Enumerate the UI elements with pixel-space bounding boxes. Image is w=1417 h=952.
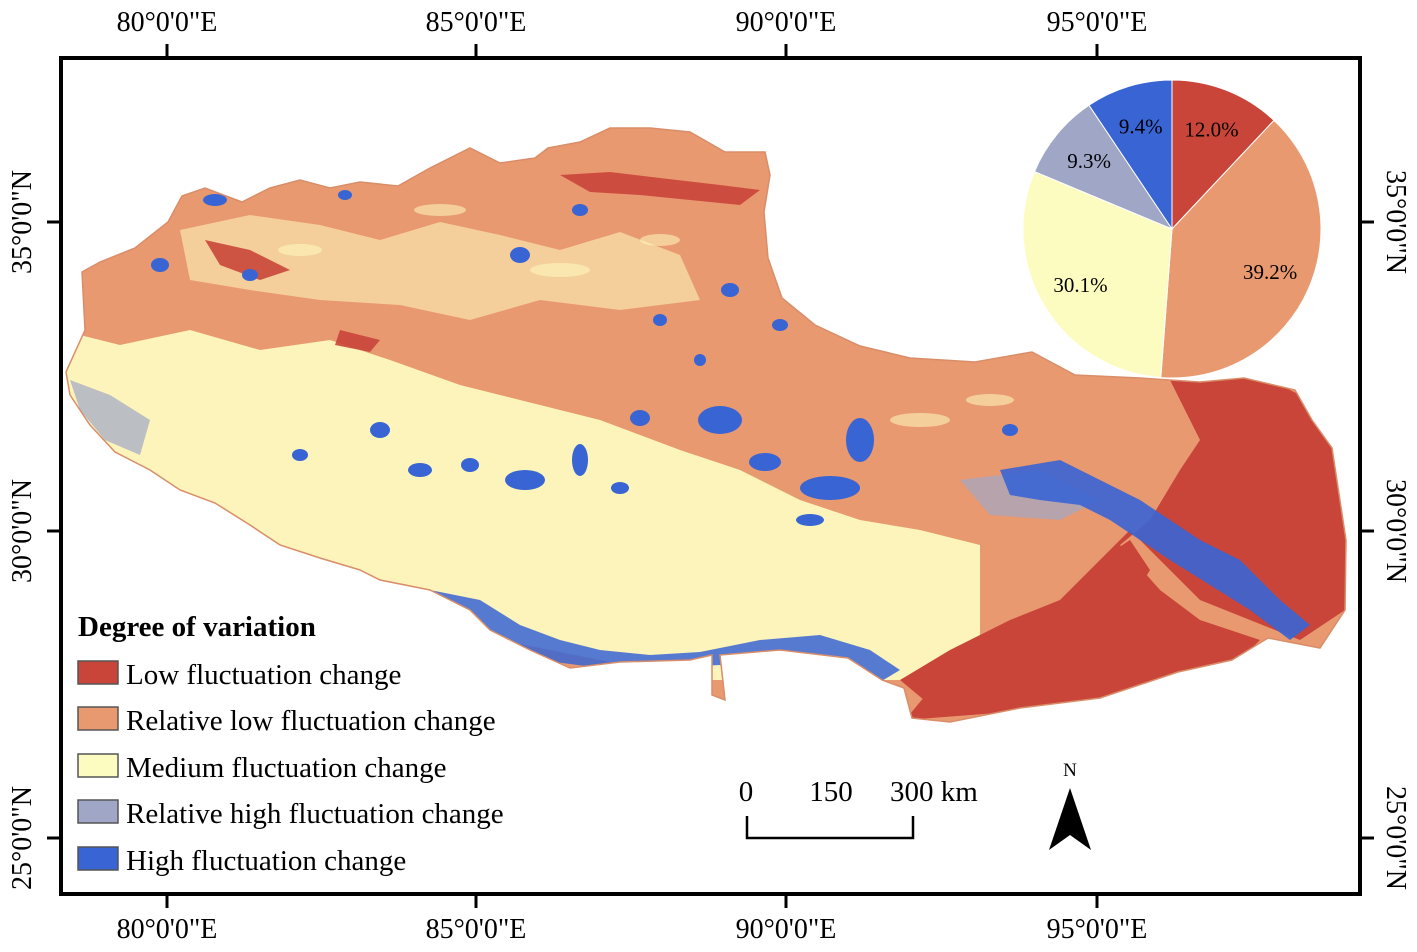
scale-label-150: 150	[809, 776, 853, 808]
legend-label: Relative low fluctuation change	[126, 705, 496, 737]
pie-chart: 12.0% 39.2% 30.1% 9.3% 9.4%	[1022, 79, 1322, 379]
legend: Degree of variation Low fluctuation chan…	[77, 611, 504, 877]
zone-medium-north	[180, 215, 700, 320]
pie-slice	[1160, 119, 1322, 379]
legend-label: High fluctuation change	[126, 845, 406, 877]
legend-label: Relative high fluctuation change	[126, 798, 504, 830]
scale-label-0: 0	[739, 776, 754, 808]
lon-label-bottom: 85°0'0"E	[426, 914, 527, 945]
legend-label: Medium fluctuation change	[126, 752, 447, 784]
lat-label-left: 25°0'0"N	[7, 786, 38, 890]
pie-slice-label: 30.1%	[1053, 273, 1107, 297]
legend-item: Relative high fluctuation change	[77, 798, 504, 830]
lat-label-right: 25°0'0"N	[1380, 786, 1411, 890]
lat-label-right: 30°0'0"N	[1380, 479, 1411, 583]
zone-low-southeast	[905, 375, 1346, 720]
lon-label-bottom: 95°0'0"E	[1047, 914, 1148, 945]
pie-slice	[1171, 79, 1275, 231]
pie-slice	[1033, 104, 1174, 231]
lon-label-bottom: 90°0'0"E	[736, 914, 837, 945]
zone-high-southeast-band	[1000, 460, 1310, 640]
pie-slice-label: 39.2%	[1243, 260, 1297, 284]
lon-label-top: 90°0'0"E	[736, 7, 837, 38]
legend-swatch	[77, 753, 119, 778]
latitude-labels-right: 35°0'0"N 30°0'0"N 25°0'0"N	[1380, 170, 1411, 890]
lon-label-top: 80°0'0"E	[117, 7, 218, 38]
legend-item: Low fluctuation change	[77, 659, 401, 691]
texture-speckle	[278, 204, 1014, 427]
zone-relative-high	[70, 380, 1290, 530]
zone-low-delta	[900, 540, 1150, 705]
legend-swatch	[77, 846, 119, 871]
pie-slice	[1022, 170, 1173, 379]
legend-label: Low fluctuation change	[126, 659, 401, 691]
longitude-labels-top: 80°0'0"E 85°0'0"E 90°0'0"E 95°0'0"E	[117, 7, 1148, 38]
lon-label-top: 95°0'0"E	[1047, 7, 1148, 38]
region-outline	[65, 127, 1347, 723]
scale-bar-line	[745, 816, 915, 840]
pie-slice-label: 9.3%	[1067, 149, 1111, 173]
legend-swatch	[77, 799, 119, 824]
lon-label-bottom: 80°0'0"E	[117, 914, 218, 945]
legend-item: Relative low fluctuation change	[77, 705, 496, 737]
lat-label-right: 35°0'0"N	[1380, 170, 1411, 274]
north-label: N	[1063, 760, 1077, 781]
legend-item: High fluctuation change	[77, 845, 406, 877]
legend-item: Medium fluctuation change	[77, 752, 447, 784]
pie-slice-label: 9.4%	[1119, 114, 1163, 138]
lakes	[151, 190, 1018, 526]
latitude-labels-left: 35°0'0"N 30°0'0"N 25°0'0"N	[7, 170, 38, 890]
north-arrow-icon: N	[1049, 760, 1091, 850]
lat-label-left: 35°0'0"N	[7, 170, 38, 274]
legend-swatch	[77, 660, 119, 685]
pie-slice	[1088, 79, 1173, 231]
legend-swatch	[77, 706, 119, 731]
zone-medium-west	[66, 330, 980, 680]
scale-bar: 0 150 300 km	[739, 776, 978, 840]
legend-title: Degree of variation	[78, 611, 316, 643]
pie-slice-label: 12.0%	[1184, 117, 1238, 141]
longitude-labels-bottom: 80°0'0"E 85°0'0"E 90°0'0"E 95°0'0"E	[117, 914, 1148, 945]
scale-label-300: 300 km	[890, 776, 978, 808]
graticule-ticks	[47, 44, 1374, 908]
zone-low-north-ridge	[205, 172, 760, 352]
lon-label-top: 85°0'0"E	[426, 7, 527, 38]
lat-label-left: 30°0'0"N	[7, 479, 38, 583]
